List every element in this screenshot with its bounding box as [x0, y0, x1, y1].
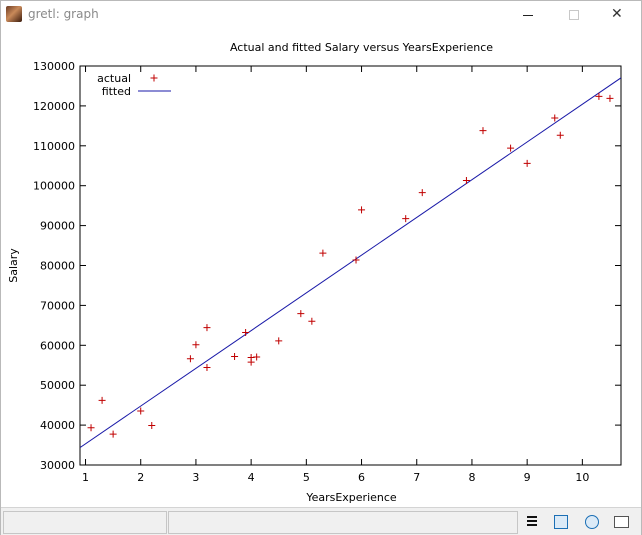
y-tick-label: 120000: [33, 100, 75, 113]
center-button[interactable]: [580, 511, 604, 533]
maximize-icon: [569, 10, 579, 20]
menu-icon: [527, 516, 537, 528]
data-point[interactable]: [186, 355, 194, 363]
close-graph-button[interactable]: [610, 511, 634, 533]
data-point[interactable]: [402, 215, 410, 223]
titlebar[interactable]: gretl: graph ✕: [1, 1, 641, 29]
x-tick-label: 8: [468, 471, 475, 484]
data-point[interactable]: [358, 206, 366, 214]
minimize-icon: [523, 15, 533, 16]
data-point[interactable]: [462, 177, 470, 185]
x-tick-label: 4: [248, 471, 255, 484]
x-tick-label: 5: [303, 471, 310, 484]
y-tick-label: 70000: [40, 299, 75, 312]
x-tick-label: 9: [524, 471, 531, 484]
x-tick-label: 3: [192, 471, 199, 484]
close-icon: ✕: [611, 6, 623, 22]
data-point[interactable]: [606, 94, 614, 102]
status-field-message: [168, 511, 518, 534]
plot-area[interactable]: Actual and fitted Salary versus YearsExp…: [1, 29, 641, 507]
data-point[interactable]: [275, 337, 283, 345]
zoom-button[interactable]: [549, 511, 573, 533]
gretl-icon: [6, 6, 22, 22]
data-point[interactable]: [556, 131, 564, 139]
x-tick-label: 2: [137, 471, 144, 484]
legend-label-actual: actual: [97, 72, 131, 85]
minimize-button[interactable]: [505, 1, 551, 29]
y-tick-label: 130000: [33, 60, 75, 73]
close-graph-icon: [614, 513, 632, 528]
data-point[interactable]: [479, 127, 487, 135]
zoom-icon: [554, 515, 568, 529]
data-point[interactable]: [192, 341, 200, 349]
window-title: gretl: graph: [28, 7, 99, 21]
y-tick-label: 100000: [33, 180, 75, 193]
fitted-line: [80, 77, 621, 448]
x-tick-label: 10: [575, 471, 589, 484]
plot-border: [79, 65, 622, 466]
chart-title: Actual and fitted Salary versus YearsExp…: [230, 41, 493, 54]
data-point[interactable]: [507, 144, 515, 152]
y-tick-label: 60000: [40, 339, 75, 352]
scatter-chart: Actual and fitted Salary versus YearsExp…: [7, 41, 622, 504]
legend-label-fitted: fitted: [102, 85, 131, 98]
maximize-button[interactable]: [551, 1, 597, 29]
data-point[interactable]: [297, 310, 305, 318]
center-icon: [585, 515, 599, 529]
y-tick-label: 40000: [40, 419, 75, 432]
legend-marker-actual: [150, 74, 158, 82]
data-point[interactable]: [551, 114, 559, 122]
data-point[interactable]: [98, 396, 106, 404]
data-point[interactable]: [203, 324, 211, 332]
close-button[interactable]: ✕: [595, 1, 641, 29]
status-field-coordinates: [3, 511, 167, 534]
graph-menu-button[interactable]: [520, 511, 544, 533]
data-point[interactable]: [242, 328, 250, 336]
y-tick-label: 80000: [40, 260, 75, 273]
data-point[interactable]: [319, 249, 327, 257]
statusbar: [1, 507, 641, 535]
data-point[interactable]: [148, 422, 156, 430]
data-point[interactable]: [109, 430, 117, 438]
x-tick-label: 6: [358, 471, 365, 484]
data-point[interactable]: [253, 353, 261, 361]
y-tick-label: 30000: [40, 459, 75, 472]
data-point[interactable]: [231, 353, 239, 361]
y-axis-label: Salary: [7, 248, 20, 283]
data-point[interactable]: [418, 189, 426, 197]
x-tick-label: 7: [413, 471, 420, 484]
data-point[interactable]: [352, 256, 360, 264]
y-tick-label: 90000: [40, 220, 75, 233]
data-point[interactable]: [87, 424, 95, 432]
data-point[interactable]: [308, 317, 316, 325]
data-point[interactable]: [595, 92, 603, 100]
x-tick-label: 1: [82, 471, 89, 484]
data-point[interactable]: [137, 407, 145, 415]
y-tick-label: 110000: [33, 140, 75, 153]
data-point[interactable]: [203, 363, 211, 371]
x-axis-label: YearsExperience: [305, 491, 397, 504]
y-tick-label: 50000: [40, 379, 75, 392]
data-point[interactable]: [523, 159, 531, 167]
